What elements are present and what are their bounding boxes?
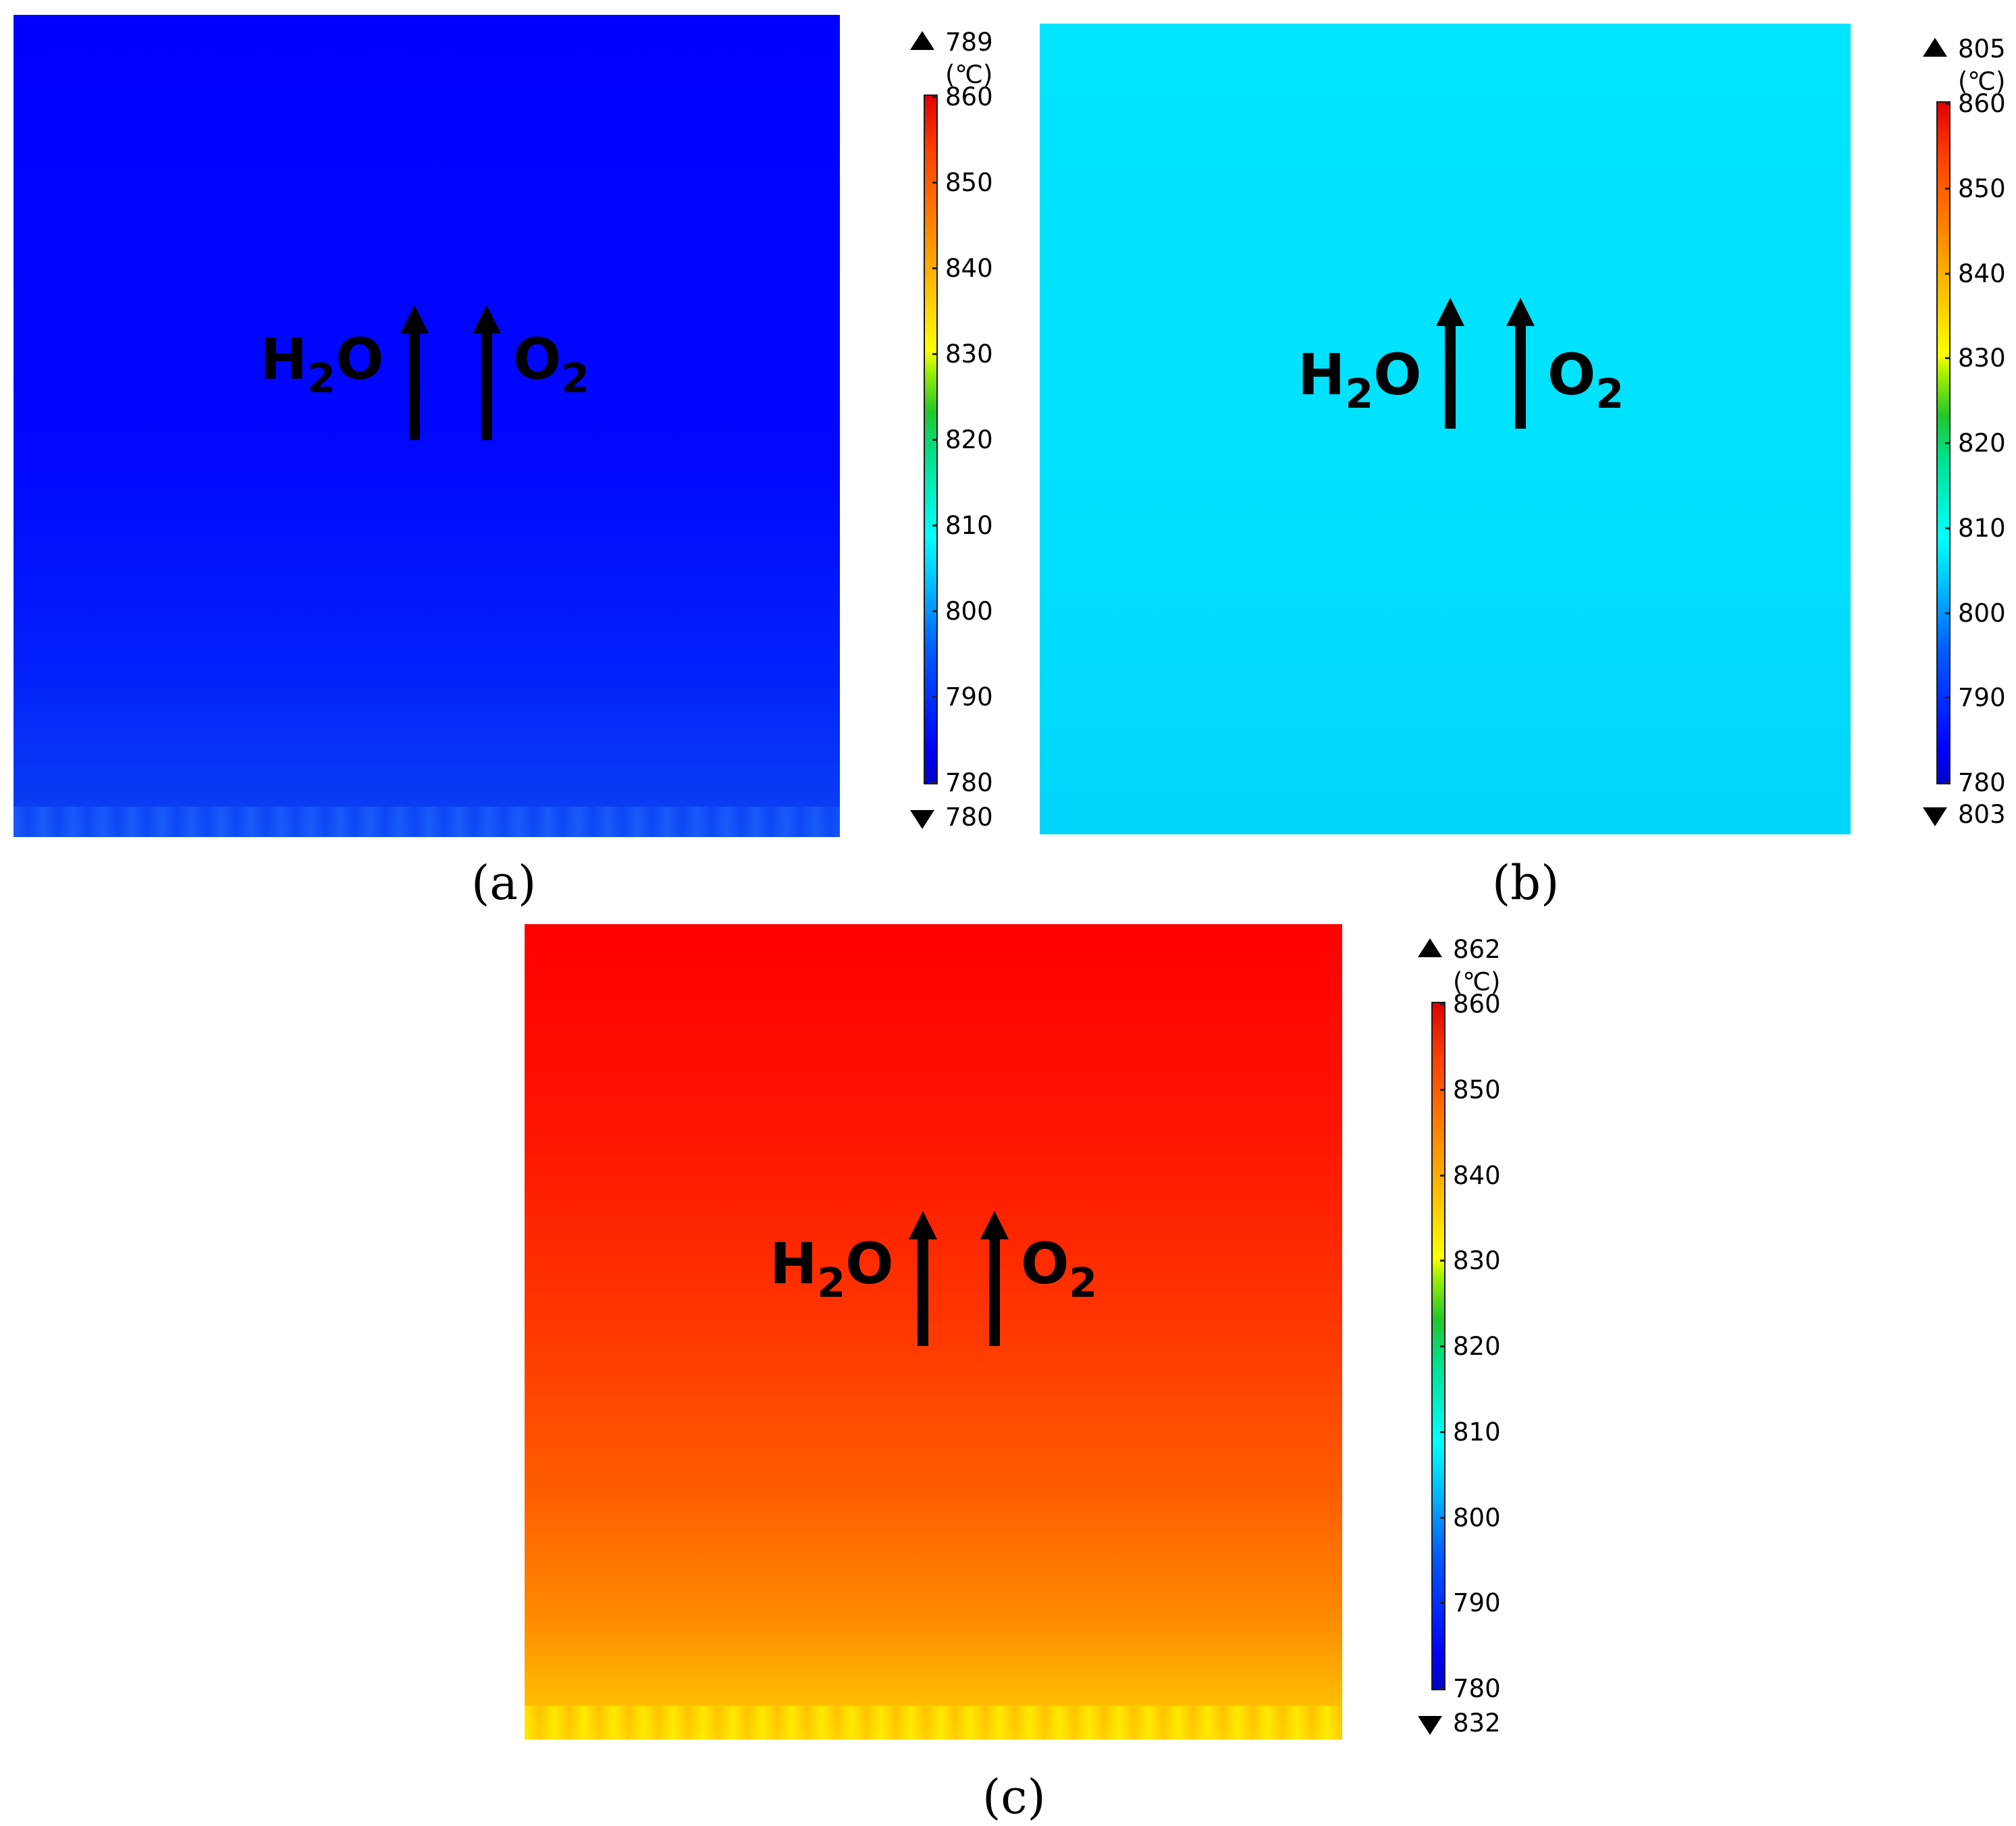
colorbar-tick-label: 800 <box>945 597 993 626</box>
min-triangle-icon <box>910 810 934 829</box>
colorbar-tick-mark <box>1945 103 1951 105</box>
colorbar-tick-label: 810 <box>945 511 993 540</box>
colorbar-tick-label: 780 <box>945 768 993 797</box>
colorbar-tick-mark <box>1945 272 1951 275</box>
flow-annotation-b: H2O O2 <box>1298 295 1635 430</box>
max-triangle-icon <box>910 31 934 50</box>
o2-label: O2 <box>1021 1231 1098 1307</box>
h2o-label: H2O <box>260 326 384 402</box>
colorbar-unit: (℃) <box>945 60 993 89</box>
colorbar-tick-label: 790 <box>945 682 993 711</box>
colorbar-tick-label: 850 <box>1958 173 2006 203</box>
colorbar-tick-label: 830 <box>945 340 993 369</box>
colorbar-tick-mark <box>932 353 938 355</box>
colorbar-tick-mark <box>1440 1688 1445 1690</box>
colorbar-tick-mark <box>1945 187 1951 190</box>
colorbar-tick-mark <box>1440 1430 1445 1433</box>
colorbar-unit: (℃) <box>1453 967 1501 996</box>
field-gradient-c <box>525 924 1342 1740</box>
max-triangle-icon <box>1418 938 1442 957</box>
colorbar-tick-mark <box>1440 1345 1445 1347</box>
field-edge-a <box>14 807 840 837</box>
min-triangle-icon <box>1923 807 1947 826</box>
colorbar-tick-mark <box>932 696 938 698</box>
colorbar-max-label: 789 <box>945 28 993 57</box>
colorbar-tick-mark <box>932 267 938 269</box>
colorbar-tick-mark <box>932 182 938 184</box>
colorbar-tick-label: 860 <box>945 82 993 111</box>
colorbar-tick-label: 840 <box>1453 1160 1501 1190</box>
flow-arrows-b <box>1436 298 1535 429</box>
colorbar-tick-mark <box>1440 1088 1445 1091</box>
colorbar-tick-mark <box>1945 697 1951 699</box>
o2-arrow-icon <box>980 1211 1009 1346</box>
panel-caption-b: (b) <box>1492 855 1560 911</box>
colorbar-tick-label: 860 <box>1958 89 2006 118</box>
o2-label: O2 <box>1547 342 1624 418</box>
colorbar-tick-label: 780 <box>1958 768 2006 797</box>
colorbar-tick-mark <box>1440 1516 1445 1519</box>
colorbar-tick-label: 810 <box>1958 513 2006 543</box>
colorbar-tick-mark <box>1440 1260 1445 1262</box>
colorbar-tick-mark <box>1945 782 1951 784</box>
flow-arrows-c <box>909 1211 1009 1346</box>
o2-arrow-icon <box>1506 298 1535 429</box>
colorbar-tick-mark <box>932 525 938 527</box>
colorbar-tick-mark <box>1945 357 1951 360</box>
colorbar-tick-label: 850 <box>1453 1075 1501 1104</box>
field-edge-c <box>525 1706 1342 1740</box>
h2o-label: H2O <box>770 1231 894 1307</box>
colorbar-unit: (℃) <box>1958 67 2006 96</box>
colorbar-tick-label: 860 <box>1453 990 1501 1019</box>
flow-annotation-a: H2O O2 <box>260 302 598 440</box>
o2-arrow-icon <box>473 305 501 440</box>
colorbar-tick-label: 820 <box>1453 1332 1501 1361</box>
flow-annotation-c: H2O O2 <box>770 1208 1107 1346</box>
colorbar-tick-label: 840 <box>1958 259 2006 288</box>
colorbar-min-label: 832 <box>1453 1709 1501 1738</box>
colorbar-tick-mark <box>1945 612 1951 614</box>
h2o-arrow-icon <box>909 1211 937 1346</box>
colorbar-tick-mark <box>1945 442 1951 444</box>
field-gradient-b <box>1040 24 1851 834</box>
o2-label: O2 <box>513 326 590 402</box>
min-triangle-icon <box>1418 1716 1442 1735</box>
temperature-field-b <box>1040 24 1851 834</box>
colorbar-tick-label: 820 <box>945 425 993 454</box>
colorbar-tick-mark <box>932 610 938 612</box>
colorbar-tick-label: 810 <box>1453 1417 1501 1447</box>
max-triangle-icon <box>1923 38 1947 57</box>
colorbar-tick-label: 780 <box>1453 1674 1501 1703</box>
colorbar-tick-mark <box>1440 1602 1445 1605</box>
field-gradient-a <box>14 15 840 837</box>
colorbar-min-label: 780 <box>945 803 993 832</box>
flow-arrows-a <box>400 305 501 440</box>
colorbar-tick-mark <box>1945 527 1951 529</box>
colorbar-max-label: 862 <box>1453 935 1501 964</box>
colorbar-tick-label: 830 <box>1958 344 2006 373</box>
colorbar-tick-label: 840 <box>945 254 993 283</box>
colorbar-tick-mark <box>932 96 938 98</box>
panel-caption-a: (a) <box>471 855 537 911</box>
h2o-arrow-icon <box>400 305 429 440</box>
colorbar-tick-label: 800 <box>1958 598 2006 628</box>
h2o-arrow-icon <box>1436 298 1464 429</box>
colorbar-tick-mark <box>1440 1174 1445 1177</box>
colorbar-tick-mark <box>932 782 938 784</box>
panel-caption-c: (c) <box>982 1769 1046 1825</box>
h2o-label: H2O <box>1298 342 1422 418</box>
colorbar-max-label: 805 <box>1958 34 2006 63</box>
colorbar-tick-label: 790 <box>1453 1588 1501 1618</box>
colorbar-tick-label: 800 <box>1453 1503 1501 1532</box>
colorbar-tick-label: 850 <box>945 168 993 197</box>
colorbar-tick-label: 820 <box>1958 429 2006 458</box>
temperature-field-a <box>14 15 840 837</box>
colorbar-tick-label: 830 <box>1453 1246 1501 1276</box>
colorbar-tick-mark <box>932 439 938 441</box>
colorbar-tick-label: 790 <box>1958 683 2006 713</box>
temperature-field-c <box>525 924 1342 1740</box>
colorbar-tick-mark <box>1440 1003 1445 1005</box>
colorbar-min-label: 803 <box>1958 800 2006 829</box>
